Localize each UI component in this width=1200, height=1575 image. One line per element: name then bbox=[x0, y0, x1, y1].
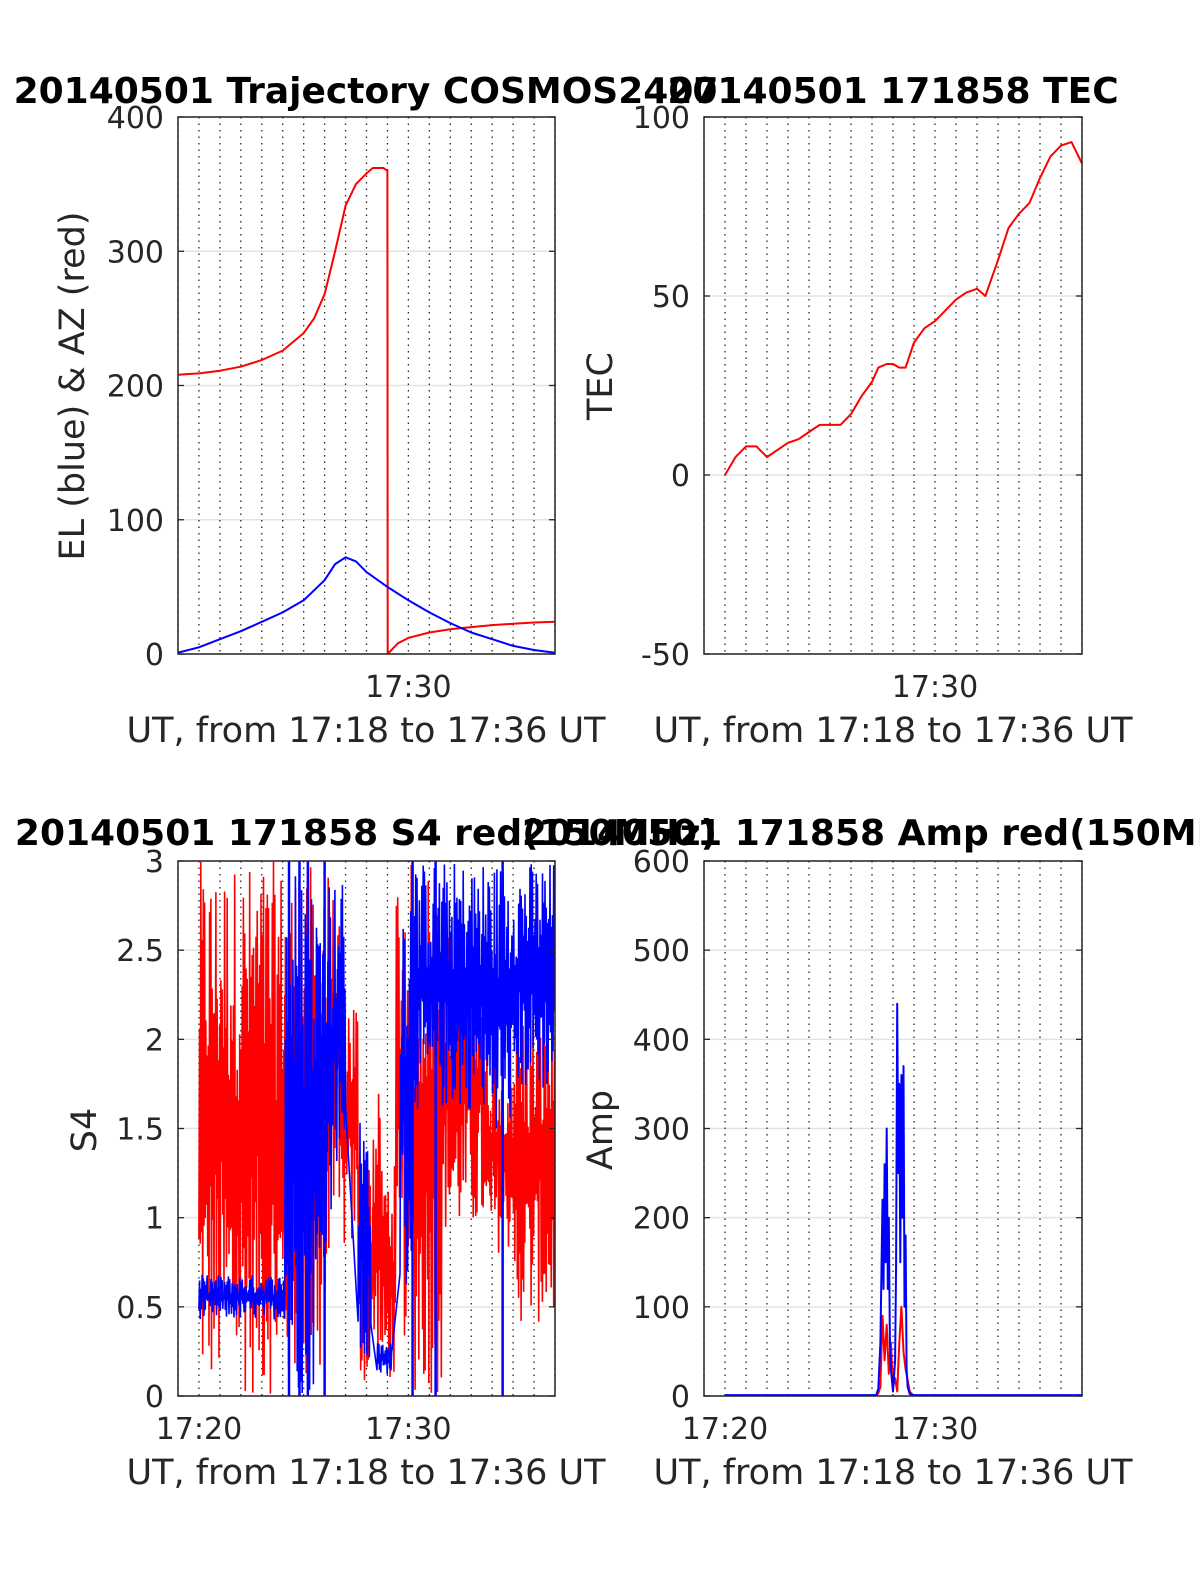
series-s4-red bbox=[198, 861, 555, 1394]
tec-x-ticks: 17:30 bbox=[892, 670, 978, 705]
series-tec bbox=[724, 141, 1082, 476]
trajectory-plot-area bbox=[178, 167, 555, 654]
series-line bbox=[178, 167, 555, 654]
x-tick-label: 17:20 bbox=[156, 1412, 242, 1447]
tec-y-ticks: -50 0 50 100 bbox=[633, 101, 1082, 673]
series-az bbox=[178, 167, 555, 654]
y-tick-label: 300 bbox=[633, 1113, 690, 1148]
s4-x-ticks: 17:20 17:30 bbox=[156, 1412, 452, 1447]
amp-title: 20140501 171858 Amp red(150MHz) bbox=[522, 813, 1200, 854]
series-line bbox=[198, 861, 555, 1394]
x-tick-label: 17:30 bbox=[892, 1412, 978, 1447]
trajectory-y-ticks: 0 100 200 300 400 bbox=[107, 101, 555, 673]
x-tick-label: 17:30 bbox=[365, 1412, 451, 1447]
y-tick-label: 500 bbox=[633, 934, 690, 969]
s4-y-ticks: 0 0.5 1 1.5 2 2.5 3 bbox=[116, 845, 555, 1415]
panel-amp: 0 100 200 300 400 500 600 17:20 17:30 20140501 … bbox=[522, 813, 1200, 1493]
series-el bbox=[178, 556, 555, 654]
y-tick-label: 100 bbox=[107, 504, 164, 539]
y-tick-label: 0 bbox=[671, 1380, 690, 1415]
y-tick-label: 50 bbox=[652, 280, 690, 315]
y-tick-label: 1 bbox=[145, 1202, 164, 1237]
y-tick-label: -50 bbox=[641, 638, 690, 673]
amp-y-ticks: 0 100 200 300 400 500 600 bbox=[633, 845, 1082, 1415]
y-tick-label: 0 bbox=[145, 638, 164, 673]
tec-axes-box bbox=[703, 116, 1083, 655]
series-line bbox=[198, 863, 555, 1394]
y-tick-label: 400 bbox=[633, 1023, 690, 1058]
trajectory-xlabel: UT, from 17:18 to 17:36 UT bbox=[126, 711, 606, 751]
x-tick-label: 17:20 bbox=[682, 1412, 768, 1447]
panel-tec: -50 0 50 100 17:30 20140501 171858 TEC UT, … bbox=[581, 71, 1133, 751]
y-tick-label: 200 bbox=[107, 370, 164, 405]
trajectory-title: 20140501 Trajectory COSMOS2407 bbox=[14, 71, 719, 112]
y-tick-label: 0 bbox=[145, 1380, 164, 1415]
amp-xlabel: UT, from 17:18 to 17:36 UT bbox=[653, 1453, 1133, 1493]
y-tick-label: 0 bbox=[671, 459, 690, 494]
s4-title: 20140501 171858 S4 red(150MHz) bbox=[15, 813, 717, 854]
y-tick-label: 200 bbox=[633, 1202, 690, 1237]
amp-x-ticks: 17:20 17:30 bbox=[682, 1412, 978, 1447]
panel-trajectory: 0 100 200 300 400 17:30 20140501 Trajectory … bbox=[14, 71, 719, 751]
y-tick-label: 2 bbox=[145, 1023, 164, 1058]
trajectory-x-ticks: 17:30 bbox=[365, 670, 451, 705]
y-tick-label: 300 bbox=[107, 235, 164, 270]
y-tick-label: 400 bbox=[107, 101, 164, 136]
y-tick-label: 100 bbox=[633, 1291, 690, 1326]
s4-ylabel: S4 bbox=[65, 1108, 105, 1153]
tec-xlabel: UT, from 17:18 to 17:36 UT bbox=[653, 711, 1133, 751]
tec-ylabel: TEC bbox=[581, 352, 621, 421]
x-tick-label: 17:30 bbox=[892, 670, 978, 705]
y-tick-label: 1.5 bbox=[116, 1113, 164, 1148]
y-tick-label: 600 bbox=[633, 845, 690, 880]
y-tick-label: 3 bbox=[145, 845, 164, 880]
panel-s4: 0 0.5 1 1.5 2 2.5 3 17:20 17:30 20140501 171858… bbox=[15, 813, 717, 1493]
x-tick-label: 17:30 bbox=[365, 670, 451, 705]
series-line bbox=[178, 556, 555, 654]
series-s4-blue bbox=[198, 861, 555, 1396]
y-tick-label: 2.5 bbox=[116, 934, 164, 969]
series-line bbox=[725, 1002, 1082, 1396]
y-tick-label: 100 bbox=[633, 101, 690, 136]
tec-plot-area bbox=[724, 141, 1082, 476]
s4-plot-area bbox=[198, 861, 555, 1396]
tec-title: 20140501 171858 TEC bbox=[667, 71, 1118, 112]
series-line bbox=[724, 141, 1082, 476]
amp-plot-area bbox=[725, 1002, 1082, 1396]
y-tick-label: 0.5 bbox=[116, 1291, 164, 1326]
trajectory-ylabel: EL (blue) & AZ (red) bbox=[53, 212, 93, 561]
amp-ylabel: Amp bbox=[581, 1090, 621, 1170]
series-amp-blue bbox=[725, 1002, 1082, 1396]
s4-xlabel: UT, from 17:18 to 17:36 UT bbox=[126, 1453, 606, 1493]
